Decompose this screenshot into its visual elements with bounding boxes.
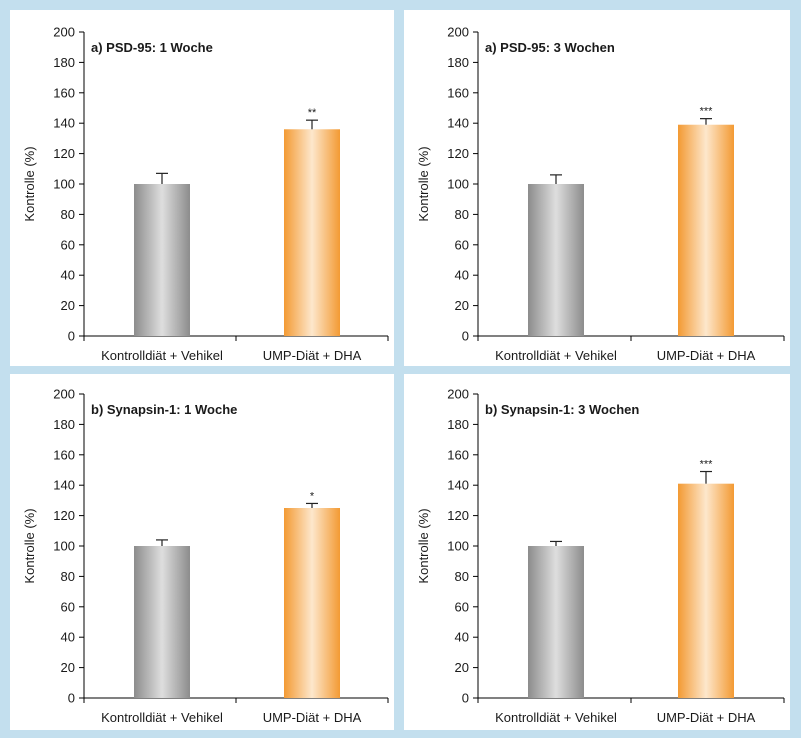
bar-control — [134, 184, 190, 336]
y-tick-label: 180 — [53, 417, 75, 432]
y-tick-label: 160 — [447, 447, 469, 462]
y-tick-label: 200 — [53, 25, 75, 40]
y-tick-label: 80 — [455, 207, 469, 222]
x-category-label: UMP-Diät + DHA — [657, 348, 756, 363]
bar-treatment — [678, 124, 734, 336]
y-tick-label: 200 — [447, 387, 469, 402]
y-tick-label: 160 — [53, 447, 75, 462]
chart-panel-4: 0 20 40 60 80 100 120 140 160 180 200 Kontrolle (%)… — [404, 374, 790, 730]
y-axis-label: Kontrolle (%) — [22, 508, 37, 583]
chart-title: a) PSD-95: 3 Wochen — [485, 40, 615, 55]
significance-label: *** — [700, 459, 714, 471]
bar-control — [134, 546, 190, 698]
bar-treatment — [284, 508, 340, 698]
bar-treatment — [678, 483, 734, 698]
y-tick-label: 160 — [447, 85, 469, 100]
chart-panel-3: 0 20 40 60 80 100 120 140 160 180 200 Kontrolle (%)… — [10, 374, 394, 730]
y-tick-label: 120 — [53, 146, 75, 161]
y-tick-label: 80 — [61, 569, 75, 584]
x-category-label: UMP-Diät + DHA — [263, 348, 362, 363]
y-tick-label: 0 — [462, 691, 469, 706]
x-category-label: UMP-Diät + DHA — [657, 710, 756, 725]
y-tick-label: 100 — [53, 177, 75, 192]
chart-title: b) Synapsin-1: 1 Woche — [91, 402, 237, 417]
x-category-label: Kontrolldiät + Vehikel — [101, 710, 223, 725]
y-tick-label: 40 — [61, 268, 75, 283]
y-tick-label: 200 — [447, 25, 469, 40]
y-tick-label: 0 — [68, 691, 75, 706]
x-category-label: Kontrolldiät + Vehikel — [495, 710, 617, 725]
y-tick-label: 40 — [455, 630, 469, 645]
y-tick-label: 100 — [447, 539, 469, 554]
y-tick-label: 20 — [61, 298, 75, 313]
y-tick-label: 40 — [61, 630, 75, 645]
y-tick-label: 20 — [455, 298, 469, 313]
y-axis-label: Kontrolle (%) — [416, 508, 431, 583]
y-tick-label: 140 — [53, 478, 75, 493]
y-tick-label: 200 — [53, 387, 75, 402]
y-tick-label: 180 — [447, 55, 469, 70]
bar-control — [528, 546, 584, 698]
significance-label: *** — [700, 106, 714, 118]
y-tick-label: 80 — [455, 569, 469, 584]
y-tick-label: 140 — [447, 116, 469, 131]
y-tick-label: 60 — [455, 599, 469, 614]
y-tick-label: 60 — [455, 237, 469, 252]
y-tick-label: 100 — [447, 177, 469, 192]
bar-control — [528, 184, 584, 336]
y-tick-label: 120 — [53, 508, 75, 523]
y-axis-label: Kontrolle (%) — [416, 146, 431, 221]
y-tick-label: 120 — [447, 508, 469, 523]
x-category-label: UMP-Diät + DHA — [263, 710, 362, 725]
y-tick-label: 160 — [53, 85, 75, 100]
chart-panel-2: 0 20 40 60 80 100 120 140 160 180 200 Kontrolle (%)… — [404, 10, 790, 366]
y-tick-label: 120 — [447, 146, 469, 161]
y-tick-label: 40 — [455, 268, 469, 283]
y-tick-label: 180 — [447, 417, 469, 432]
chart-title: b) Synapsin-1: 3 Wochen — [485, 402, 639, 417]
significance-label: * — [310, 490, 315, 502]
y-tick-label: 180 — [53, 55, 75, 70]
chart-title: a) PSD-95: 1 Woche — [91, 40, 213, 55]
x-category-label: Kontrolldiät + Vehikel — [101, 348, 223, 363]
y-axis-label: Kontrolle (%) — [22, 146, 37, 221]
y-tick-label: 80 — [61, 207, 75, 222]
y-tick-label: 60 — [61, 599, 75, 614]
y-tick-label: 0 — [68, 329, 75, 344]
y-tick-label: 60 — [61, 237, 75, 252]
y-tick-label: 20 — [455, 660, 469, 675]
y-tick-label: 0 — [462, 329, 469, 344]
y-tick-label: 100 — [53, 539, 75, 554]
y-tick-label: 20 — [61, 660, 75, 675]
significance-label: ** — [308, 107, 317, 119]
bar-treatment — [284, 129, 340, 336]
y-tick-label: 140 — [447, 478, 469, 493]
y-tick-label: 140 — [53, 116, 75, 131]
x-category-label: Kontrolldiät + Vehikel — [495, 348, 617, 363]
chart-panel-1: 0 20 40 60 80 100 120 140 160 180 200 Kontrolle (%)… — [10, 10, 394, 366]
